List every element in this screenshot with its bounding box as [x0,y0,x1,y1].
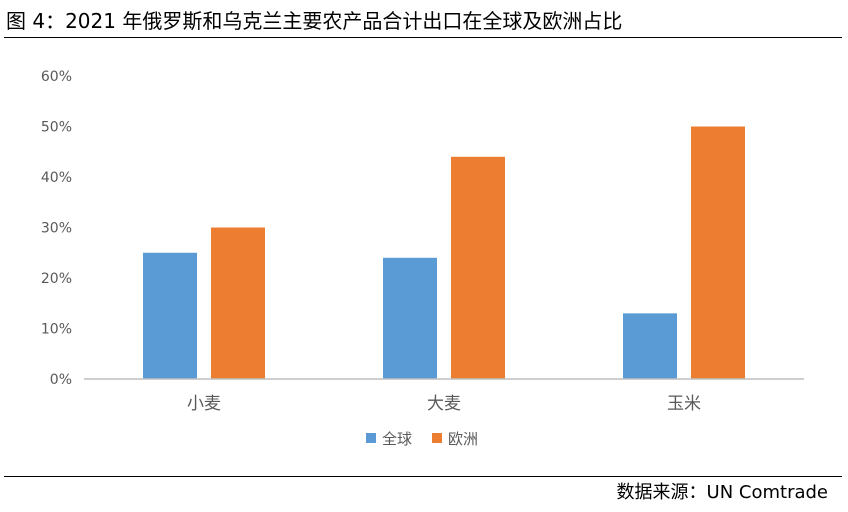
bar-europe [691,126,745,379]
y-tick-label: 50% [41,120,72,136]
chart-area: 0% 10% 20% 30% 40% 50% 60% 小麦 大麦 玉米全球 欧洲 [4,37,842,475]
bar-global [623,313,677,379]
x-tick-label: 玉米 [667,394,701,414]
bar-global [383,257,437,379]
source-note: 数据来源：UN Comtrade [616,482,828,503]
bar-global [143,252,197,379]
y-tick-label: 60% [41,69,72,85]
y-tick-label: 20% [41,271,72,287]
bar-europe [451,156,505,379]
y-tick-label: 40% [41,170,72,186]
bar-europe [211,227,265,379]
y-tick-label: 0% [50,372,72,388]
legend-swatch [432,433,442,443]
figure-title: 图 4：2021 年俄罗斯和乌克兰主要农产品合计出口在全球及欧洲占比 [6,9,623,33]
x-tick-label: 大麦 [427,394,461,414]
y-tick-label: 30% [41,221,72,237]
legend-label: 欧洲 [448,430,478,448]
x-tick-label: 小麦 [187,394,221,414]
y-tick-label: 10% [41,322,72,338]
title-divider [4,37,842,38]
source-divider [4,476,842,477]
legend-label: 全球 [382,430,412,448]
legend-swatch [366,433,376,443]
